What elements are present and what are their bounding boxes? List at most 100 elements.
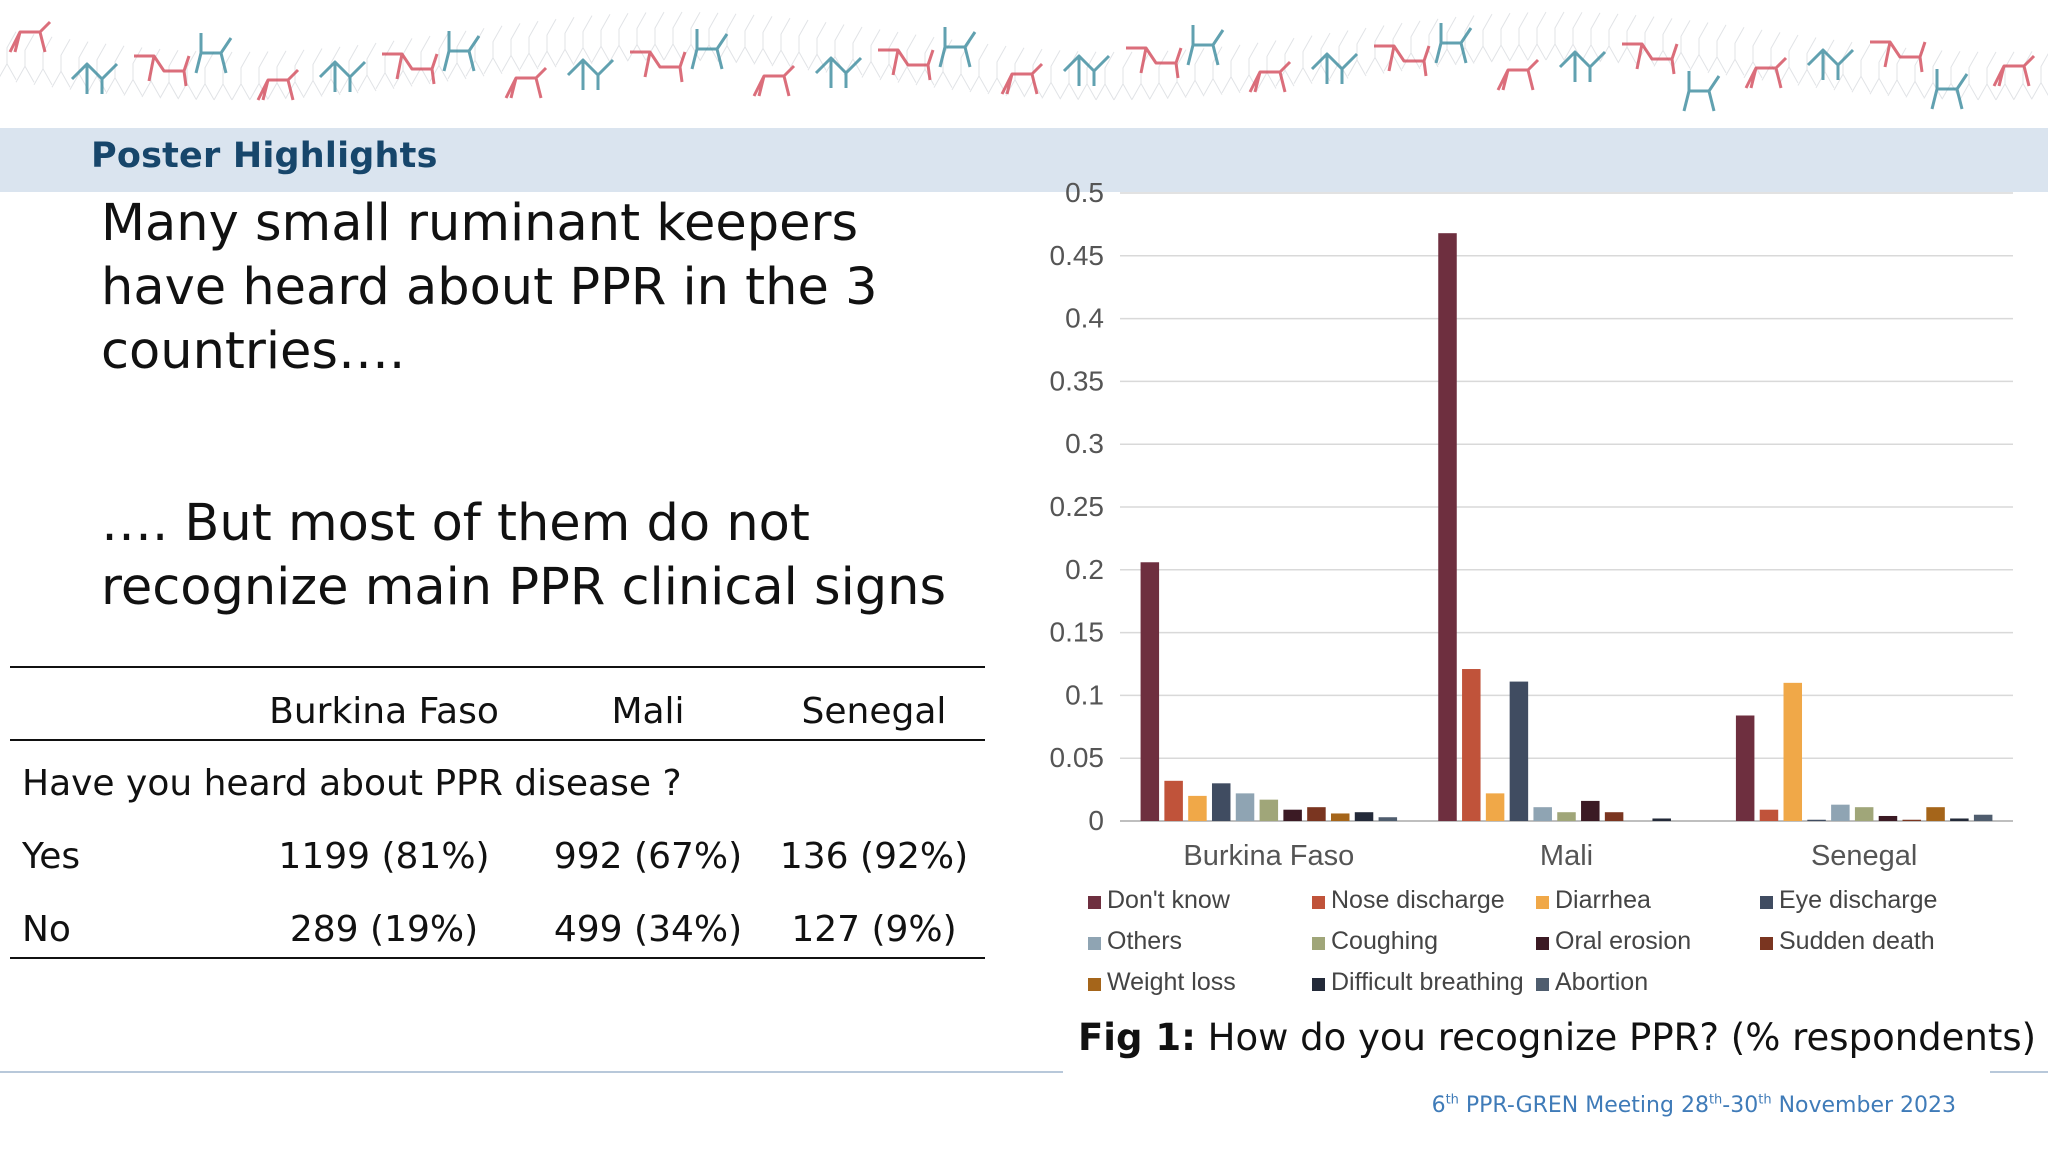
bar [1831,804,1850,821]
statement-line: …. But most of them do not [101,494,810,553]
banner-mesh [699,12,719,62]
banner-mesh [1779,34,1799,84]
legend-swatch [1088,937,1101,950]
banner-mesh [1221,44,1241,94]
banner-mesh [1293,35,1313,84]
footer-text: November 2023 [1771,1093,1956,1118]
banner-mesh [735,14,755,64]
banner-mesh [951,41,971,91]
legend-label: Diarrhea [1555,886,1651,914]
footer-sup: th [1758,1092,1772,1108]
banner-mesh [1923,50,1943,99]
banner-mesh [519,20,539,70]
legend-item: Abortion [1536,968,1648,996]
banner-mesh [1797,37,1817,86]
banner-mesh [267,50,287,100]
page-title: Poster Highlights [91,136,438,176]
banner-mesh [663,11,683,61]
banner-animal [938,27,977,68]
header-strip [0,128,2048,192]
banner-mesh [15,34,35,83]
banner-mesh [51,39,71,88]
bar [1878,815,1898,821]
banner-mesh [1545,11,1565,61]
banner-animal [1374,44,1431,77]
legend-swatch [1312,937,1325,950]
banner-mesh [483,25,503,75]
banner-mesh [1527,11,1547,61]
legend-item: Coughing [1312,927,1438,955]
banner-mesh [1113,51,1133,101]
legend-label: Sudden death [1779,927,1935,955]
bottom-divider-left [0,1071,1063,1073]
banner-mesh [231,51,251,101]
bar [1378,817,1398,821]
banner-mesh [1095,51,1115,101]
row-label-yes: Yes [22,836,81,877]
ppr-recognition-chart: 0 0.05 0.1 0.15 0.2 0.25 0.3 0.35 0.4 0.45 0.5 Burk… [1050,177,2013,996]
banner-mesh [843,26,863,76]
banner-mesh [1977,51,1997,101]
banner-mesh [303,48,323,97]
bar [1509,681,1529,821]
footer-text: 6 [1431,1093,1446,1118]
figure-caption-text: How do you recognize PPR? (% respondents… [1195,1016,2037,1059]
table-cell: 499 (34%) [553,909,743,950]
statement-not-recognize: …. But most of them do not recognize mai… [101,492,946,620]
legend-item: Sudden death [1760,927,1935,955]
footer-sup: th [1445,1092,1459,1108]
figure-caption: Fig 1: How do you recognize PPR? (% resp… [1078,1016,2036,1059]
banner-mesh [1257,40,1277,89]
bar [1557,812,1576,821]
banner-animal [504,66,548,99]
banner-animal [1062,54,1111,86]
table-cell: 136 (92%) [779,836,969,877]
bar [1926,807,1945,821]
banner-animal [318,60,367,92]
banner-mesh [1131,51,1151,100]
banner-animal [878,48,935,81]
x-tick-label: Burkina Faso [1183,840,1354,872]
y-tick-label: 0.2 [1065,554,1104,585]
banner-mesh [1509,12,1529,61]
table-cell: 992 (67%) [553,836,743,877]
bar [1283,809,1302,821]
banner-mesh [987,45,1007,95]
banner-mesh [1455,15,1475,64]
banner-mesh [897,34,917,83]
bar [1462,669,1481,821]
x-tick-label: Senegal [1811,840,1917,872]
banner-mesh [1329,30,1349,79]
banner-mesh [501,23,521,72]
banner-animal [1806,48,1855,80]
legend-label: Oral erosion [1555,927,1691,955]
banner-mesh [1041,50,1061,99]
animal-pattern-banner [0,0,2048,128]
banner-animal [442,31,481,72]
banner-mesh [357,42,377,92]
banner-mesh [537,18,557,68]
banner-animal [1248,60,1292,93]
bar [1652,818,1671,821]
legend-label: Coughing [1331,927,1438,955]
banner-mesh [1617,14,1637,64]
banner-mesh [969,43,989,93]
bar [1604,812,1624,821]
legend-swatch [1312,978,1325,991]
bar [1902,819,1922,821]
legend-item: Diarrhea [1536,886,1651,914]
bar [1973,814,1993,821]
legend-item: Weight loss [1088,968,1236,996]
banner-mesh [1581,12,1601,62]
banner-pattern-icon [0,11,2048,112]
banner-mesh [1743,29,1763,79]
banner-mesh [753,16,773,65]
banner-mesh [573,15,593,64]
banner-mesh [1689,22,1709,71]
figure-caption-label: Fig 1: [1078,1016,1196,1059]
banner-animal [1744,56,1788,89]
legend-item: Oral erosion [1536,927,1691,955]
banner-mesh [915,36,935,86]
bar [1211,783,1231,821]
